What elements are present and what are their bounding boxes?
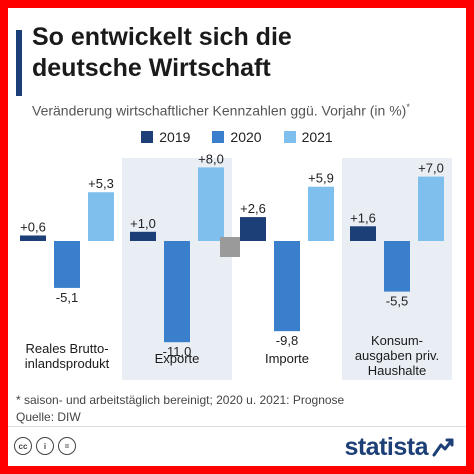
value-label-2021-cat0: +5,3 [88,176,114,191]
chart-subtitle: Veränderung wirtschaftlicher Kennzahlen … [32,98,462,120]
value-label-2019-cat0: +0,6 [20,219,46,234]
value-label-2020-cat2: -9,8 [276,333,298,348]
category-label-3-line1: ausgaben priv. [355,348,439,363]
legend-swatch-2020 [212,131,225,143]
bar-2020-cat1 [164,241,190,343]
bar-2019-cat1 [130,231,156,241]
by-icon[interactable]: i [36,437,54,455]
category-label-2-line0: Importe [265,351,309,366]
legend-swatch-2021 [283,131,296,143]
source-note: Quelle: DIW [16,410,81,424]
bar-2021-cat0 [88,192,114,241]
footnote: * saison- und arbeitstäglich bereinigt; … [16,393,345,407]
license-icons: cc i = [14,437,76,455]
subtitle-text: Veränderung wirtschaftlicher Kennzahlen … [32,102,407,119]
value-label-2021-cat2: +5,9 [308,171,334,186]
chart-title: So entwickelt sich die deutsche Wirtscha… [32,22,452,84]
statista-mark-icon [432,438,454,456]
subtitle-footnote-mark: * [406,102,410,112]
value-label-2019-cat1: +1,0 [130,216,156,231]
bar-2021-cat3 [418,176,444,241]
legend-label-2021: 2021 [301,129,333,145]
category-label-3-line2: Haushalte [368,363,427,378]
title-accent-bar [16,30,22,96]
infographic-card: So entwickelt sich die deutsche Wirtscha… [8,8,466,466]
bar-2020-cat0 [54,241,80,288]
bar-2019-cat2 [240,217,266,241]
value-label-2019-cat2: +2,6 [240,201,266,216]
legend: 2019 2020 2021 [8,129,466,145]
bar-2019-cat0 [20,235,46,241]
category-label-3-line0: Konsum- [371,333,423,348]
legend-item-2019: 2019 [141,129,190,145]
legend-item-2020: 2020 [212,129,262,145]
category-label-1-line0: Exporte [155,351,200,366]
bar-chart: +0,6 -5,1 +5,3 Reales Brutto-inlandsprodukt… [20,151,452,380]
value-label-2020-cat0: -5,1 [56,290,78,305]
bar-2019-cat3 [350,226,376,241]
legend-label-2019: 2019 [159,129,191,145]
value-label-2020-cat3: -5,5 [386,294,408,309]
category-label-0-line1: inlandsprodukt [25,356,110,371]
title-line-1: So entwickelt sich die [32,23,292,51]
value-label-2021-cat3: +7,0 [418,161,444,176]
category-label-0-line0: Reales Brutto- [25,341,108,356]
legend-label-2020: 2020 [230,129,262,145]
nd-icon[interactable]: = [58,437,76,455]
cc-icon[interactable]: cc [14,437,32,455]
value-label-2021-cat1: +8,0 [198,151,224,166]
legend-item-2021: 2021 [283,129,333,145]
bar-2021-cat1 [198,167,224,241]
value-label-2020-cat1: -11,0 [163,344,192,359]
bar-2020-cat2 [274,241,300,332]
brand-logo[interactable]: statista [344,433,454,462]
title-line-2: deutsche Wirtschaft [32,54,271,82]
bar-2020-cat3 [384,241,410,292]
legend-swatch-2019 [141,131,154,143]
decorative-square [220,237,240,257]
brand-name: statista [344,433,428,461]
value-label-2019-cat3: +1,6 [350,210,376,225]
bar-2021-cat2 [308,186,334,241]
footer-divider [8,426,466,427]
